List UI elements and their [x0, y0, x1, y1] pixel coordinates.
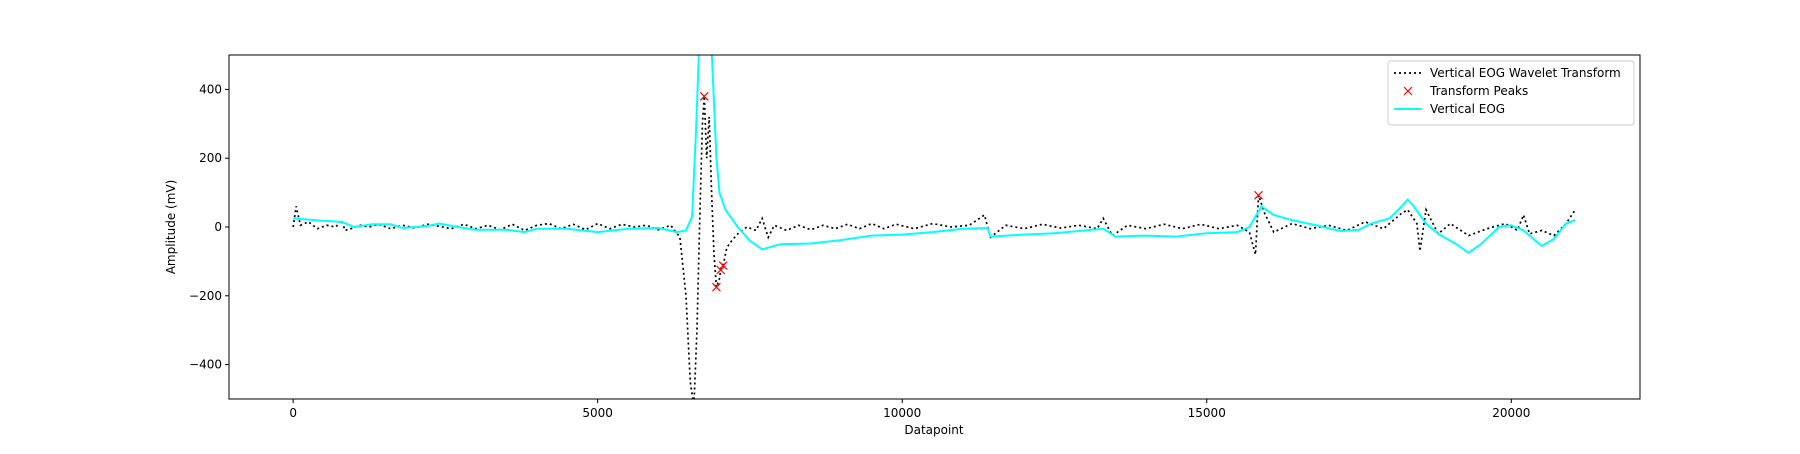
y-tick-label: 400 — [199, 82, 222, 96]
peak-marker — [716, 265, 726, 275]
x-tick-label: 15000 — [1188, 406, 1226, 420]
x-tick-label: 10000 — [883, 406, 921, 420]
series-line — [292, 96, 1576, 399]
legend-label: Vertical EOG — [1430, 102, 1505, 116]
legend: Vertical EOG Wavelet Transform Transform … — [1387, 60, 1635, 126]
legend-marker — [1403, 86, 1413, 96]
y-tick-label: 0 — [214, 220, 222, 234]
x-tick-label: 0 — [289, 406, 297, 420]
plot-area — [292, 55, 1576, 399]
peak-marker — [699, 91, 709, 101]
x-axis-label: Datapoint — [904, 423, 964, 437]
legend-box — [1387, 60, 1635, 126]
y-axis-label: Amplitude (mV) — [164, 180, 178, 275]
y-tick-label: −400 — [189, 358, 222, 372]
x-tick-label: 20000 — [1492, 406, 1530, 420]
series-line — [293, 55, 1576, 255]
x-tick-label: 5000 — [582, 406, 613, 420]
axes-frame — [228, 54, 1641, 400]
y-tick-label: −200 — [189, 289, 222, 303]
legend-label: Vertical EOG Wavelet Transform — [1430, 66, 1621, 80]
y-tick-label: 200 — [199, 151, 222, 165]
peak-marker — [1254, 190, 1263, 200]
peak-marker — [712, 282, 721, 292]
legend-label: Transform Peaks — [1429, 84, 1528, 98]
peak-marker — [718, 261, 728, 270]
